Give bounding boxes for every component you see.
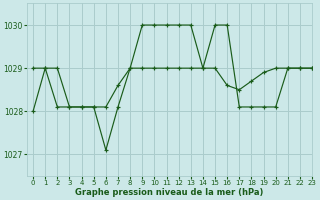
- X-axis label: Graphe pression niveau de la mer (hPa): Graphe pression niveau de la mer (hPa): [76, 188, 264, 197]
